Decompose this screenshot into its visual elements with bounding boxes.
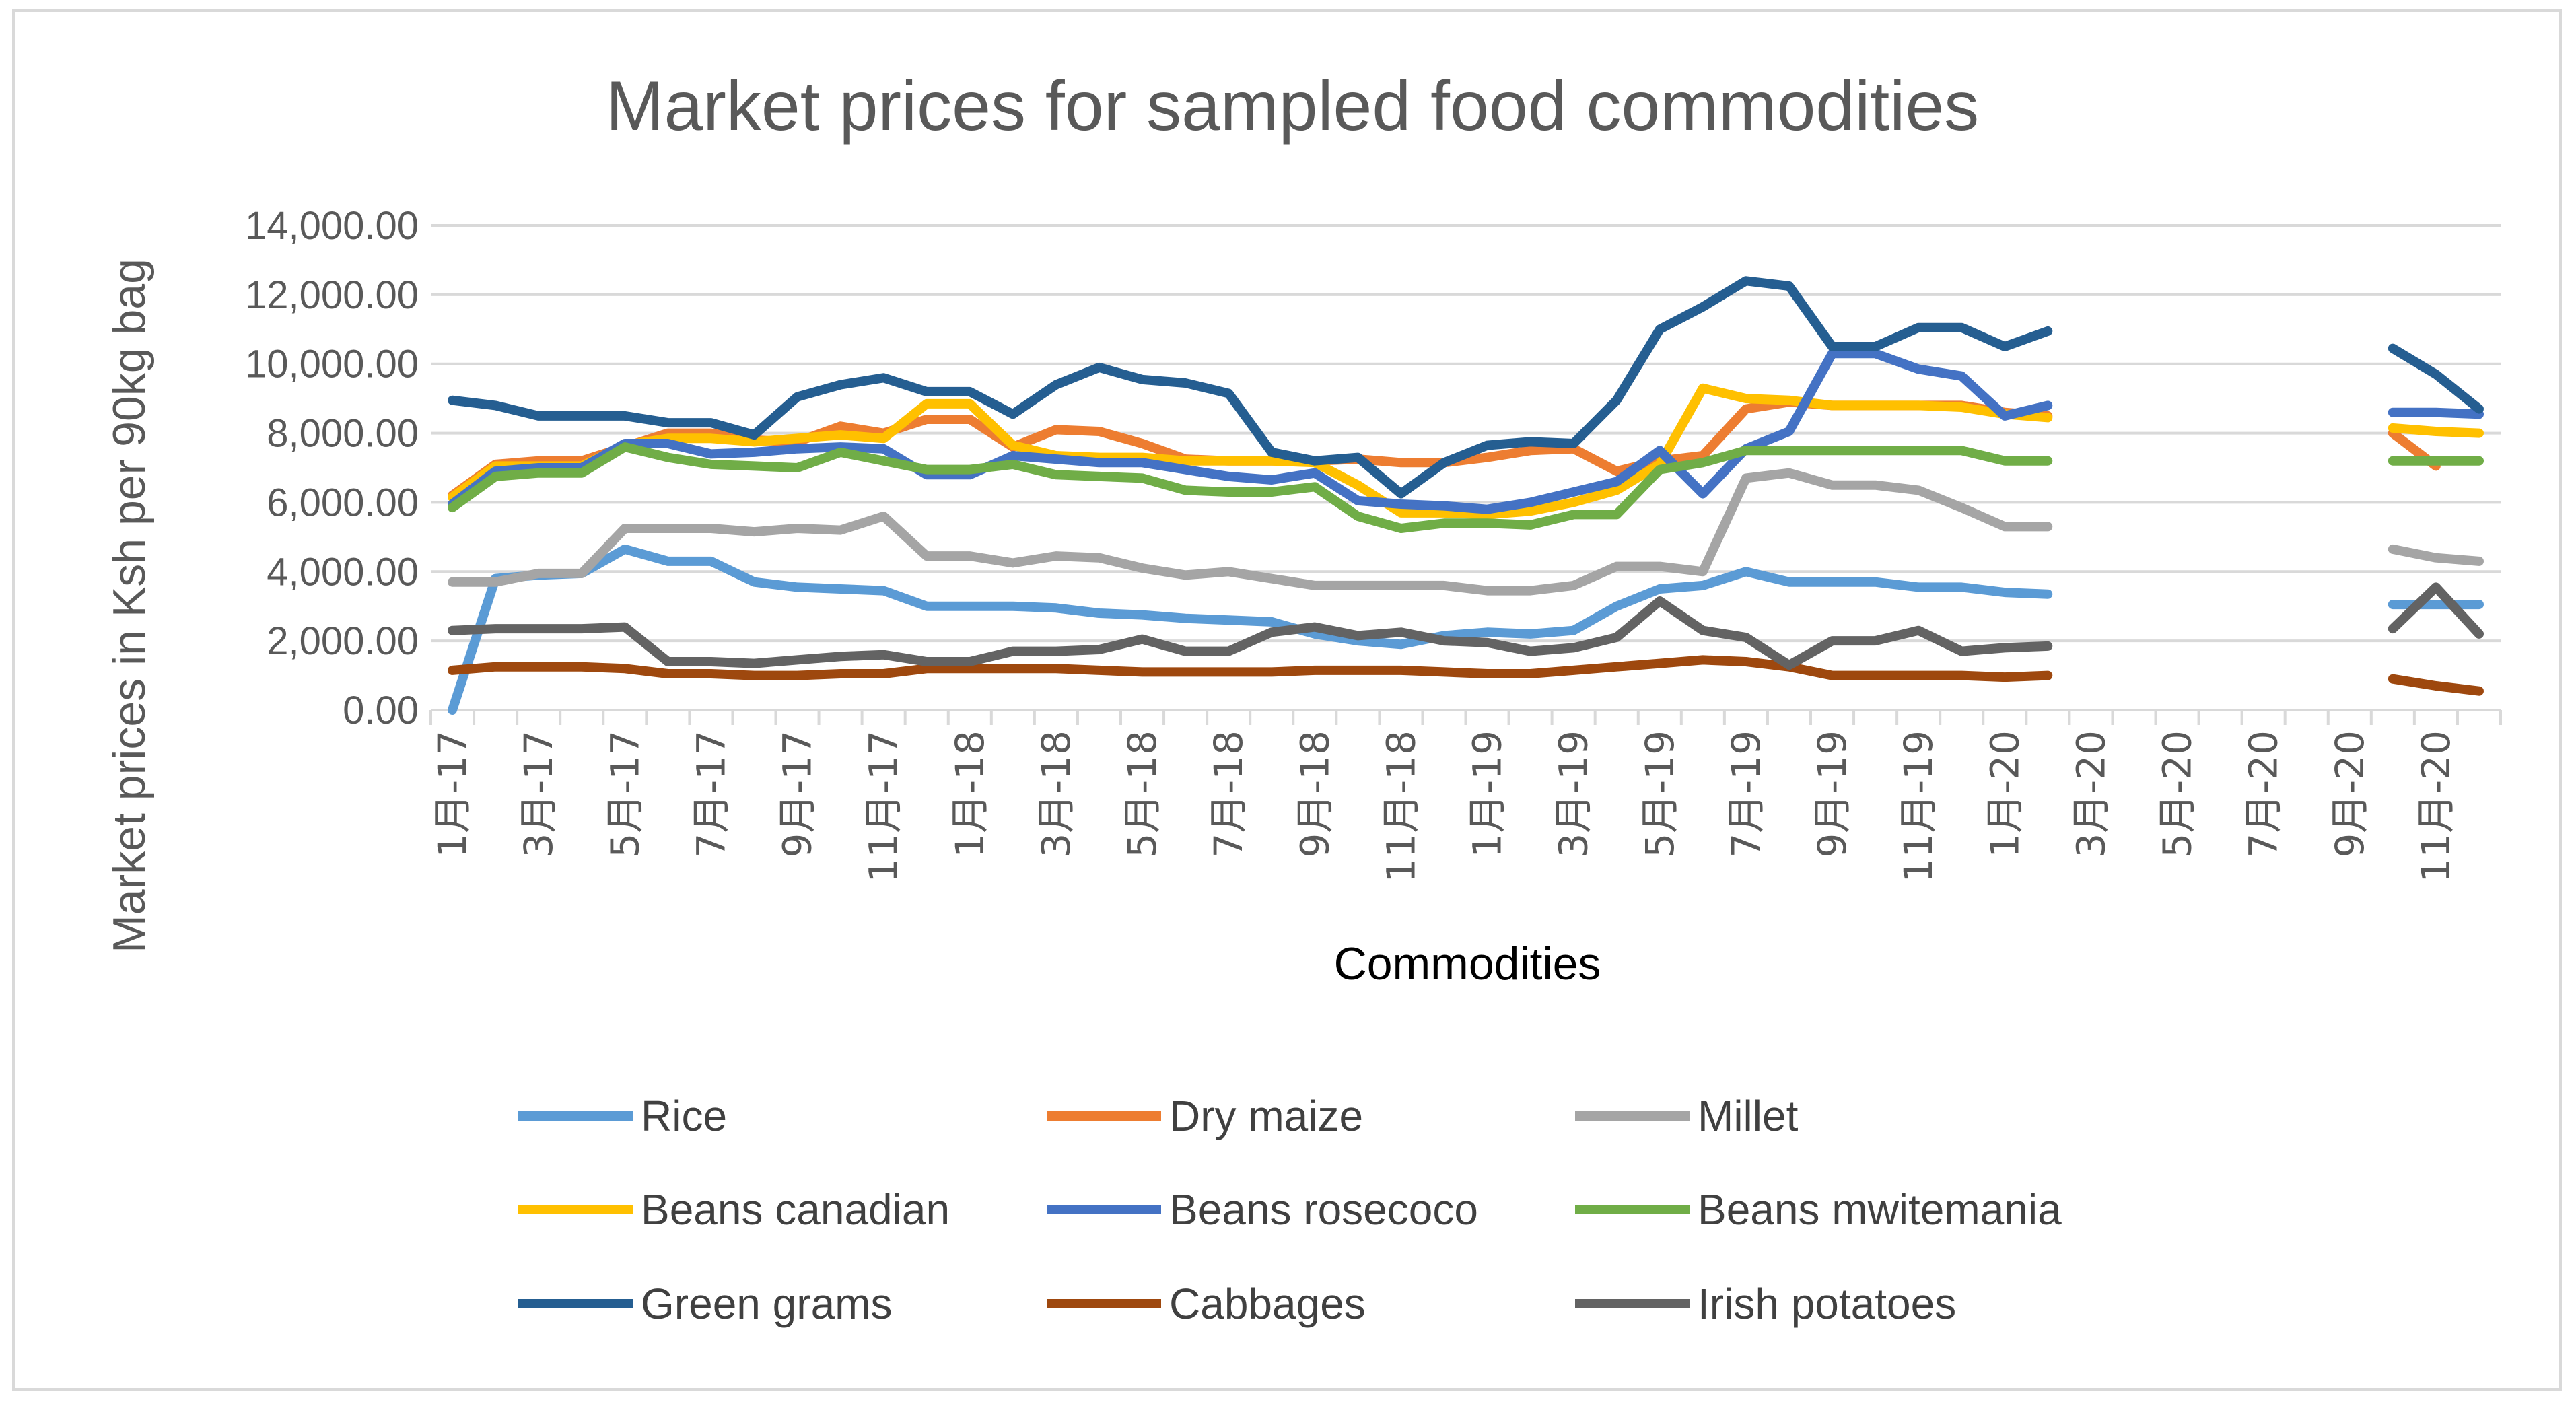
y-tick-label: 10,000.00 bbox=[245, 343, 419, 386]
series-line-segment bbox=[448, 442, 2053, 533]
legend-item: Rice bbox=[518, 1092, 727, 1140]
y-tick-label: 12,000.00 bbox=[245, 273, 419, 317]
legend-item: Cabbages bbox=[1047, 1280, 1366, 1328]
series-line-segment bbox=[448, 383, 2053, 520]
x-tick-label: 9月-18 bbox=[1292, 730, 1337, 858]
x-axis-label: Commodities bbox=[1334, 938, 1601, 989]
legend-label: Rice bbox=[641, 1092, 727, 1140]
x-tick-label: 7月-17 bbox=[688, 730, 734, 858]
legend-item: Beans mwitemania bbox=[1575, 1185, 2062, 1234]
x-tick-label: 3月-18 bbox=[1033, 730, 1079, 858]
series-line-segment bbox=[2388, 407, 2484, 419]
y-axis-ticks: 0.00 2,000.00 4,000.00 6,000.00 8,000.00 10,0… bbox=[245, 204, 419, 732]
x-tick-label: 1月-18 bbox=[947, 730, 993, 858]
y-tick-label: 8,000.00 bbox=[267, 412, 419, 456]
legend-label: Beans mwitemania bbox=[1698, 1185, 2062, 1234]
series-millet bbox=[448, 468, 2484, 596]
x-tick-label: 3月-17 bbox=[516, 730, 561, 858]
x-tick-label: 5月-18 bbox=[1119, 730, 1165, 858]
y-tick-label: 14,000.00 bbox=[245, 204, 419, 248]
x-tick-label: 11月-20 bbox=[2413, 730, 2459, 883]
legend-label: Dry maize bbox=[1169, 1092, 1363, 1140]
series-line-segment bbox=[448, 468, 2053, 596]
legend-item: Beans canadian bbox=[518, 1185, 950, 1234]
x-tick-label: 9月-19 bbox=[1809, 730, 1855, 858]
gridlines bbox=[431, 224, 2501, 643]
x-tick-label: 9月-17 bbox=[775, 730, 821, 858]
legend-item: Dry maize bbox=[1047, 1092, 1363, 1140]
x-tick-label: 5月-20 bbox=[2155, 730, 2200, 858]
series-line-segment bbox=[448, 544, 2053, 715]
series-line-segment bbox=[2388, 423, 2484, 438]
legend-label: Beans rosecoco bbox=[1169, 1185, 1478, 1234]
x-tick-label: 11月-17 bbox=[861, 730, 907, 883]
x-axis-ticks: 1月-17 3月-17 5月-17 7月-17 9月-17 11月-17 1月-18 3月-1… bbox=[429, 730, 2459, 883]
legend-item: Beans rosecoco bbox=[1047, 1185, 1478, 1234]
legend-label: Irish potatoes bbox=[1698, 1280, 1956, 1328]
x-tick-label: 5月-19 bbox=[1637, 730, 1683, 858]
x-tick-label: 5月-17 bbox=[602, 730, 648, 858]
chart-frame bbox=[12, 9, 2562, 1391]
legend: Rice Dry maize Millet Beans canadian Beans r… bbox=[518, 1092, 2062, 1328]
legend-label: Beans canadian bbox=[641, 1185, 950, 1234]
x-tick-label: 7月-18 bbox=[1206, 730, 1251, 858]
x-tick-label: 1月-17 bbox=[429, 730, 475, 858]
legend-label: Cabbages bbox=[1169, 1280, 1366, 1328]
series-line-segment bbox=[2388, 674, 2484, 696]
x-tick-label: 7月-19 bbox=[1723, 730, 1769, 858]
series-line-segment bbox=[2388, 544, 2484, 566]
y-tick-label: 0.00 bbox=[343, 689, 419, 732]
series-beans-mwitemania bbox=[448, 442, 2484, 533]
chart-title: Market prices for sampled food commoditi… bbox=[606, 67, 1979, 145]
legend-label: Green grams bbox=[641, 1280, 892, 1328]
legend-item: Irish potatoes bbox=[1575, 1280, 1956, 1328]
legend-label: Millet bbox=[1698, 1092, 1799, 1140]
legend-item: Green grams bbox=[518, 1280, 892, 1328]
x-tick-label: 11月-19 bbox=[1895, 730, 1941, 883]
series-rice bbox=[448, 544, 2484, 715]
x-tick-label: 9月-20 bbox=[2327, 730, 2373, 858]
y-tick-label: 6,000.00 bbox=[267, 481, 419, 524]
x-tick-label: 3月-19 bbox=[1551, 730, 1597, 858]
series-green-grams bbox=[448, 276, 2484, 499]
series-beans-canadian bbox=[448, 383, 2484, 520]
series-line-segment bbox=[448, 596, 2053, 670]
x-tick-label: 7月-20 bbox=[2241, 730, 2287, 858]
series-beans-rosecoco bbox=[448, 349, 2484, 514]
series-irish-potatoes bbox=[448, 582, 2484, 670]
x-tick-label: 3月-20 bbox=[2068, 730, 2114, 858]
x-tick-label: 11月-18 bbox=[1378, 730, 1424, 883]
x-axis bbox=[429, 709, 2502, 725]
y-axis-label: Market prices in Ksh per 90kg bag bbox=[104, 258, 155, 953]
y-tick-label: 2,000.00 bbox=[267, 619, 419, 663]
x-tick-label: 1月-20 bbox=[1982, 730, 2027, 858]
series-line-segment bbox=[448, 276, 2053, 499]
legend-item: Millet bbox=[1575, 1092, 1799, 1140]
series-line-segment bbox=[448, 349, 2053, 514]
series-line-segment bbox=[2388, 582, 2484, 639]
y-tick-label: 4,000.00 bbox=[267, 550, 419, 594]
series-lines bbox=[448, 276, 2484, 715]
x-tick-label: 1月-19 bbox=[1465, 730, 1510, 858]
series-line-segment bbox=[2388, 343, 2484, 414]
